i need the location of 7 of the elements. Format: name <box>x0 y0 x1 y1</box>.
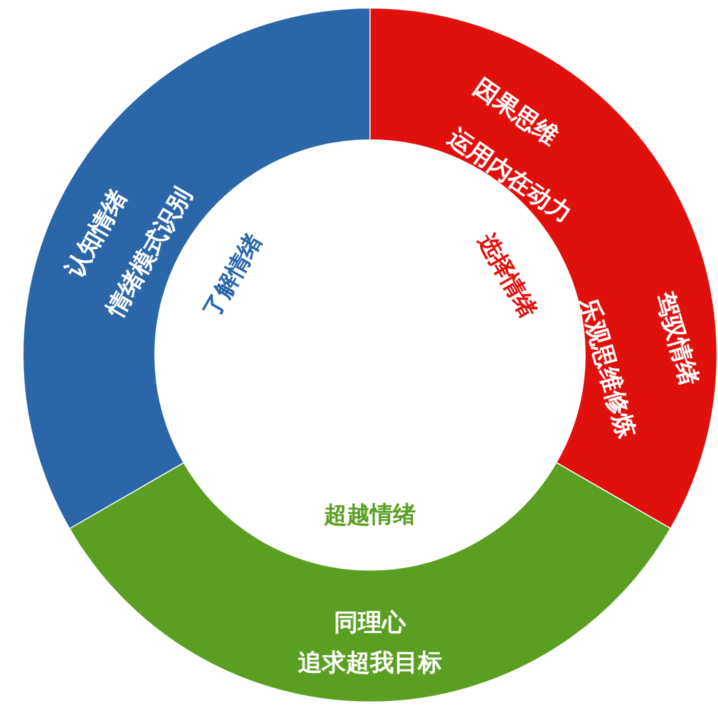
slice-label: 超越情绪 <box>323 502 416 528</box>
slice-label: 选择情绪 <box>472 228 542 322</box>
slice-label: 了解情绪 <box>198 230 268 322</box>
text: 驾驭情绪 <box>650 288 704 389</box>
text: 乐观思维修炼 <box>574 294 641 441</box>
text: 同理心 <box>334 608 406 636</box>
text: 追求超我目标 <box>298 648 442 676</box>
